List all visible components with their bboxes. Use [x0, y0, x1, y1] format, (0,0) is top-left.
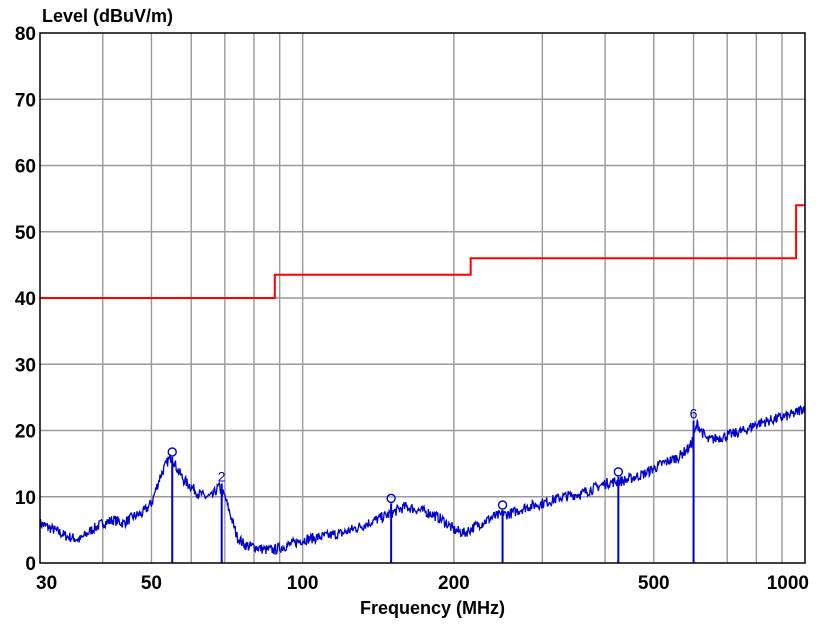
peak-marker-symbol [497, 500, 508, 510]
y-tick-label: 30 [15, 355, 36, 376]
x-tick-label: 100 [287, 573, 319, 594]
measurement-series [39, 404, 806, 556]
y-tick-label: 80 [15, 24, 36, 45]
x-tick-label: 200 [438, 573, 470, 594]
peak-marker-symbol [167, 447, 177, 457]
y-tick-label: 50 [15, 223, 36, 244]
x-tick-label: 30 [36, 573, 57, 594]
y-axis-label: Level (dBuV/m) [42, 6, 173, 26]
x-axis-label: Frequency (MHz) [360, 598, 505, 618]
peak-marker-label: 6 [690, 406, 698, 422]
x-tick-label: 500 [638, 573, 670, 594]
peak-marker-symbol [386, 493, 396, 504]
y-tick-label: 0 [25, 554, 36, 575]
plot-frame [39, 32, 806, 564]
limit-line-series [40, 204, 805, 299]
y-tick-label: 40 [15, 289, 36, 310]
y-tick-label: 60 [15, 157, 36, 178]
x-tick-label: 1000 [767, 573, 809, 594]
y-tick-label: 20 [15, 422, 36, 443]
limit-line [40, 204, 805, 299]
x-tick-label: 50 [141, 573, 162, 594]
x-axis-ticks: 30 50 100 200 500 1000 [36, 573, 809, 594]
y-tick-label: 70 [15, 90, 36, 111]
y-axis-ticks: 0 10 20 30 40 50 60 70 80 [15, 24, 36, 575]
peak-marker-label: 2 [218, 469, 226, 485]
measurement-trace [39, 404, 806, 556]
y-tick-label: 10 [15, 488, 36, 509]
peak-markers: 26 [167, 406, 698, 563]
peak-marker-symbol [613, 467, 624, 477]
grid [40, 33, 805, 563]
